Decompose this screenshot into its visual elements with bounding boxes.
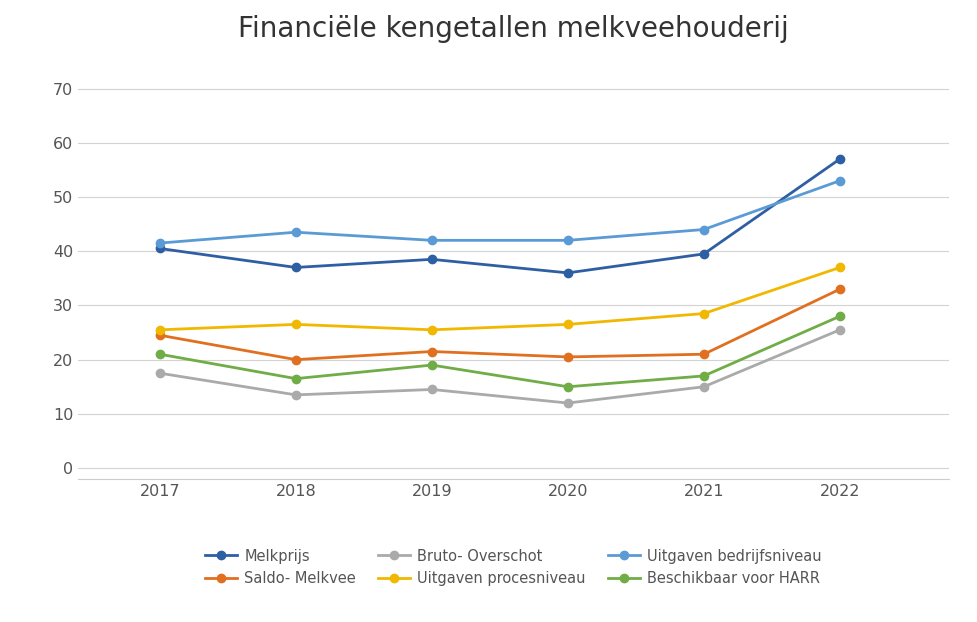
Beschikbaar voor HARR [698, 372, 709, 379]
Uitgaven bedrijfsniveau [833, 177, 845, 185]
Bruto- Overschot [290, 391, 302, 399]
Title: Financiële kengetallen melkveehouderij: Financiële kengetallen melkveehouderij [237, 14, 788, 42]
Saldo- Melkvee [698, 350, 709, 358]
Line: Uitgaven procesniveau: Uitgaven procesniveau [155, 263, 843, 334]
Melkprijs [290, 264, 302, 271]
Line: Saldo- Melkvee: Saldo- Melkvee [155, 285, 843, 364]
Beschikbaar voor HARR [426, 361, 438, 369]
Melkprijs [562, 269, 573, 277]
Saldo- Melkvee [562, 353, 573, 361]
Uitgaven procesniveau [833, 264, 845, 271]
Beschikbaar voor HARR [833, 312, 845, 320]
Bruto- Overschot [562, 399, 573, 407]
Uitgaven procesniveau [153, 326, 165, 333]
Uitgaven procesniveau [290, 321, 302, 328]
Uitgaven procesniveau [698, 310, 709, 317]
Line: Beschikbaar voor HARR: Beschikbaar voor HARR [155, 312, 843, 391]
Saldo- Melkvee [833, 285, 845, 293]
Legend: Melkprijs, Saldo- Melkvee, Bruto- Overschot, Uitgaven procesniveau, Uitgaven bed: Melkprijs, Saldo- Melkvee, Bruto- Oversc… [197, 541, 828, 593]
Line: Uitgaven bedrijfsniveau: Uitgaven bedrijfsniveau [155, 177, 843, 247]
Bruto- Overschot [426, 386, 438, 393]
Bruto- Overschot [698, 383, 709, 391]
Beschikbaar voor HARR [153, 350, 165, 358]
Bruto- Overschot [153, 369, 165, 377]
Melkprijs [698, 250, 709, 258]
Beschikbaar voor HARR [290, 375, 302, 383]
Line: Bruto- Overschot: Bruto- Overschot [155, 326, 843, 407]
Uitgaven bedrijfsniveau [290, 228, 302, 236]
Uitgaven bedrijfsniveau [562, 236, 573, 244]
Uitgaven bedrijfsniveau [426, 236, 438, 244]
Saldo- Melkvee [426, 348, 438, 355]
Saldo- Melkvee [153, 332, 165, 339]
Melkprijs [833, 156, 845, 163]
Bruto- Overschot [833, 326, 845, 333]
Melkprijs [153, 244, 165, 252]
Beschikbaar voor HARR [562, 383, 573, 391]
Uitgaven bedrijfsniveau [698, 226, 709, 233]
Uitgaven bedrijfsniveau [153, 239, 165, 247]
Melkprijs [426, 256, 438, 263]
Uitgaven procesniveau [562, 321, 573, 328]
Saldo- Melkvee [290, 356, 302, 363]
Uitgaven procesniveau [426, 326, 438, 333]
Line: Melkprijs: Melkprijs [155, 155, 843, 277]
